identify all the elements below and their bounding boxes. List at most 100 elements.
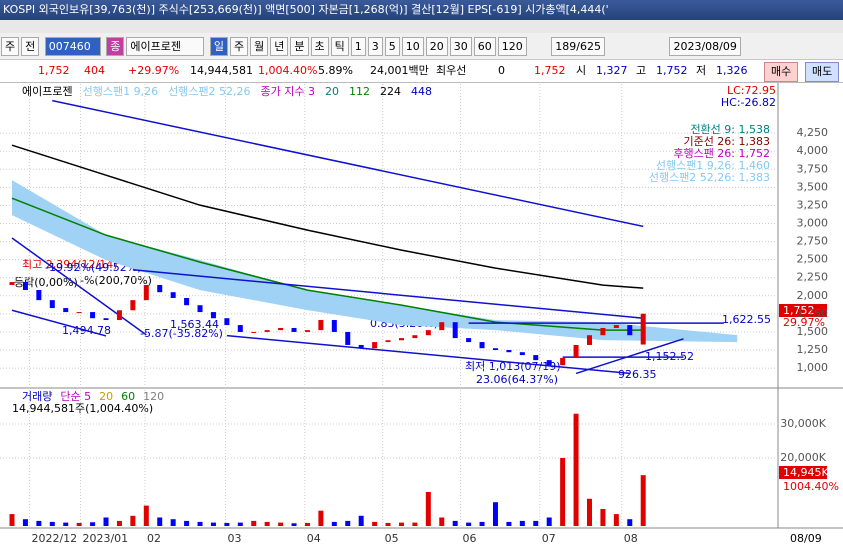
best-price: 1,752: [534, 64, 566, 77]
volume-info: 14,944,581주(1,004.40%): [12, 402, 153, 415]
x-tick-label: 2023/01: [82, 532, 128, 545]
candle: [627, 325, 633, 336]
candle: [425, 330, 431, 336]
interval-button[interactable]: 30: [449, 37, 472, 56]
volume-bar: [372, 521, 378, 526]
candle: [600, 327, 606, 336]
low: 1,326: [716, 64, 748, 77]
count: 189/625: [551, 37, 605, 56]
candle: [573, 344, 579, 358]
interval-button[interactable]: 120: [497, 37, 527, 56]
candle: [76, 312, 82, 314]
interval-button[interactable]: 20: [425, 37, 448, 56]
candle: [372, 342, 378, 349]
interval-button[interactable]: 3: [367, 37, 383, 56]
candle: [533, 355, 539, 361]
sell-button[interactable]: 매도: [805, 62, 840, 82]
interval-button[interactable]: 5: [384, 37, 400, 56]
buy-button[interactable]: 매수: [764, 62, 799, 82]
candle: [157, 284, 163, 293]
period-button[interactable]: 년: [270, 37, 289, 56]
trend-line: [52, 99, 644, 228]
candle: [197, 305, 203, 313]
candle: [519, 352, 525, 356]
last-pct: 29.97%: [783, 316, 825, 329]
candle: [466, 338, 472, 343]
trend-line: [226, 334, 630, 375]
period-button[interactable]: 틱: [330, 37, 349, 56]
best: 0: [498, 64, 505, 77]
annotation: 최저 1,013(07/19): [465, 360, 561, 373]
volume-bar: [63, 522, 69, 526]
amount: 24,001백만: [370, 64, 429, 77]
candle: [103, 318, 109, 321]
x-tick-label: 05: [385, 532, 399, 545]
volume-pct: 1,004.40%: [258, 64, 318, 77]
candle: [9, 282, 15, 285]
volume-bar: [278, 522, 284, 526]
legend-entry: 선행스팬2 52,26: [168, 85, 250, 98]
y-tick-label: 1,250: [797, 343, 829, 356]
period-button[interactable]: 일: [209, 37, 228, 56]
candle: [116, 310, 122, 321]
period-button[interactable]: 주: [230, 37, 249, 56]
high: 1,752: [656, 64, 688, 77]
y-tick-label: 4,250: [797, 126, 829, 139]
legend-entry: 20: [325, 85, 339, 98]
volume-bar: [331, 521, 337, 526]
volume-bar: [412, 522, 418, 526]
candle: [237, 325, 243, 332]
turnover: 5.89%: [318, 64, 353, 77]
ichimoku-value: 전환선 9: 1,538: [690, 123, 770, 136]
date[interactable]: 2023/08/09: [669, 37, 741, 56]
volume-bar: [224, 522, 230, 526]
volume-bar: [49, 521, 55, 526]
volume-bar: [184, 520, 190, 526]
y-tick-label: 1,500: [797, 325, 829, 338]
ichimoku-cloud: [12, 180, 738, 343]
unit[interactable]: 주: [1, 37, 20, 56]
candle: [304, 330, 310, 332]
legend-entry: 112: [349, 85, 370, 98]
y-tick-label: 2,750: [797, 235, 829, 248]
candle: [63, 308, 69, 313]
volume-bar: [197, 521, 203, 526]
prev[interactable]: 전: [21, 37, 40, 56]
x-tick-label: 08: [624, 532, 638, 545]
volume-bar: [143, 505, 149, 526]
x-tick-label: 04: [307, 532, 321, 545]
code-input[interactable]: 007460: [44, 37, 101, 56]
interval-button[interactable]: 1: [350, 37, 366, 56]
y-tick-label: 20,000K: [780, 451, 826, 464]
last-price-tag: [779, 304, 827, 317]
best-label: 최우선: [436, 64, 467, 77]
period-button[interactable]: 월: [250, 37, 269, 56]
interval-button[interactable]: 10: [401, 37, 424, 56]
candle: [452, 322, 458, 339]
y-tick-label: 2,250: [797, 271, 829, 284]
volume-bar: [492, 502, 498, 526]
y-tick-label: 1,000: [797, 361, 829, 374]
lc: LC:72.95: [727, 84, 776, 97]
annotation: 최고 2,394(12/14): [22, 258, 118, 271]
annotation: -19.92%(49.52%): [45, 261, 141, 274]
last-volume-tag: [779, 466, 827, 479]
period-button[interactable]: 초: [310, 37, 329, 56]
candle: [345, 331, 351, 345]
annotation: 1,622.55: [722, 313, 771, 326]
y-tick-label: 3,000: [797, 217, 829, 230]
badge: 종: [106, 37, 125, 56]
trend-line: [11, 309, 107, 337]
candle: [278, 327, 284, 331]
volume-bar: [586, 498, 592, 526]
period-button[interactable]: 분: [290, 37, 309, 56]
change: 404: [84, 64, 105, 77]
interval-button[interactable]: 60: [473, 37, 496, 56]
volume-bar: [452, 520, 458, 526]
candle: [560, 357, 566, 366]
open: 1,327: [596, 64, 628, 77]
last-volume: 14,945K: [783, 466, 829, 479]
legend-entry: 60: [121, 390, 135, 403]
x-tick-label: 06: [463, 532, 477, 545]
volume-bar: [466, 522, 472, 526]
